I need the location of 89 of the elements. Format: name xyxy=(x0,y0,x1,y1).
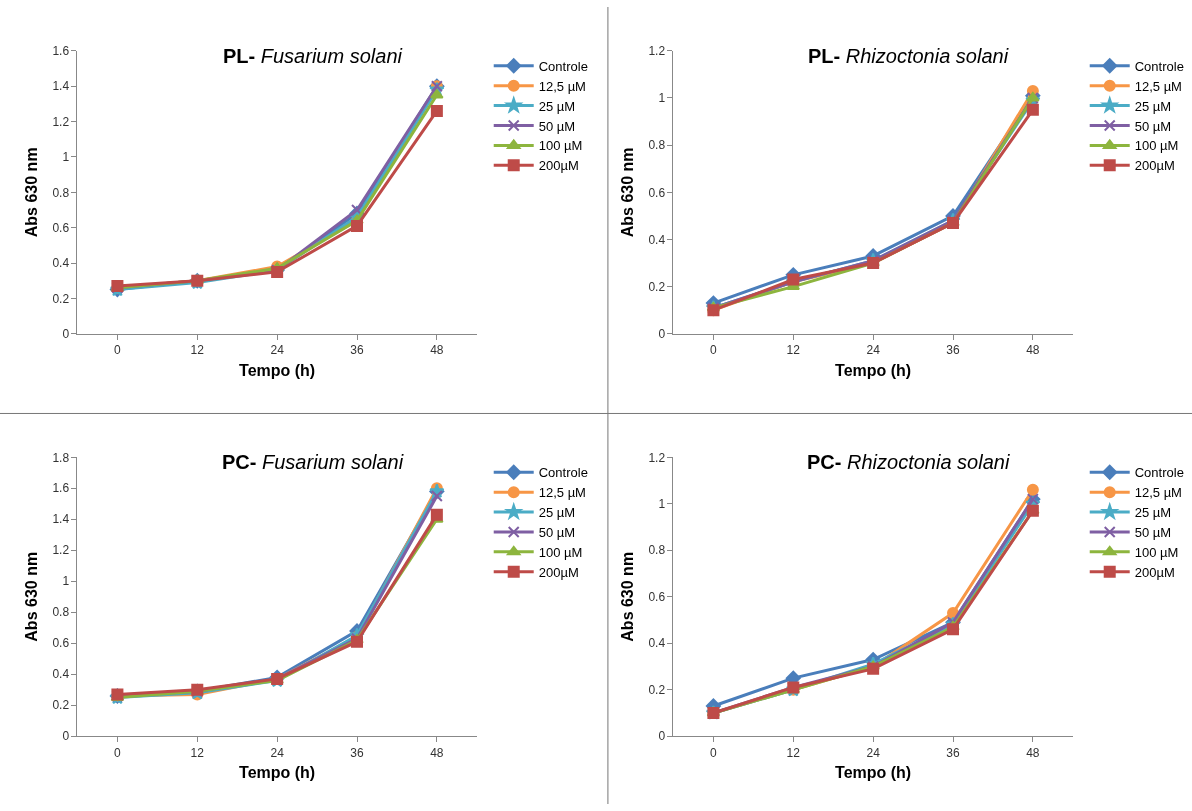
y-tick-label: 0.6 xyxy=(52,220,70,235)
y-tick-label: 1 xyxy=(658,497,666,511)
y-tick-label: 0.8 xyxy=(648,543,666,558)
y-tick-label: 1.6 xyxy=(52,481,70,496)
x-tick-label: 12 xyxy=(190,745,205,760)
y-tick-label: 0 xyxy=(62,729,70,744)
legend-label: Controle xyxy=(1134,465,1184,481)
y-axis-title: Abs 630 nm xyxy=(619,147,637,238)
x-tick-label: 24 xyxy=(270,745,285,760)
legend-label: 50 µM xyxy=(1134,118,1172,134)
x-tick-label: 0 xyxy=(710,745,718,760)
legend-label: 100 µM xyxy=(538,544,583,560)
x-tick-label: 24 xyxy=(866,745,881,760)
y-tick-label: 0.4 xyxy=(52,667,70,682)
y-tick-label: 0.8 xyxy=(52,185,70,200)
y-tick-label: 0.4 xyxy=(648,232,666,247)
x-tick-label: 0 xyxy=(114,745,122,760)
legend-label: Controle xyxy=(1134,58,1184,74)
x-tick-label: 0 xyxy=(710,343,718,358)
chart-title: PL- Rhizoctonia solani xyxy=(808,45,1009,67)
legend-label: 100 µM xyxy=(1134,544,1179,560)
y-tick-label: 1.2 xyxy=(648,44,666,59)
legend-label: 12,5 µM xyxy=(538,78,586,94)
x-tick-label: 48 xyxy=(1026,745,1040,760)
y-tick-label: 1.4 xyxy=(52,79,70,94)
y-tick-label: 0.6 xyxy=(52,636,70,651)
chart-title: PL- Fusarium solani xyxy=(223,45,403,67)
x-axis-title: Tempo (h) xyxy=(239,361,316,379)
y-tick-label: 0.6 xyxy=(648,589,666,604)
legend-label: 200µM xyxy=(538,158,579,174)
x-tick-label: 0 xyxy=(114,343,122,358)
x-tick-label: 48 xyxy=(1026,343,1040,358)
legend-label: 200µM xyxy=(1134,564,1175,580)
y-axis-title: Abs 630 nm xyxy=(619,551,637,642)
legend-label: 12,5 µM xyxy=(1134,78,1182,94)
y-tick-label: 1 xyxy=(62,150,70,165)
legend-label: 25 µM xyxy=(1134,505,1172,521)
y-tick-label: 1.8 xyxy=(52,450,70,465)
y-tick-label: 0.2 xyxy=(648,682,666,697)
legend-label: 50 µM xyxy=(1134,525,1172,541)
y-tick-label: 1 xyxy=(62,574,70,589)
y-tick-label: 0.2 xyxy=(52,698,70,713)
chart-title: PC- Fusarium solani xyxy=(222,451,404,473)
legend-label: Controle xyxy=(538,58,588,74)
legend-label: 200µM xyxy=(1134,158,1175,174)
x-tick-label: 48 xyxy=(430,343,444,358)
x-tick-label: 36 xyxy=(350,343,364,358)
x-tick-label: 48 xyxy=(430,745,444,760)
y-tick-label: 1.2 xyxy=(52,543,70,558)
legend-label: 200µM xyxy=(538,564,579,580)
x-tick-label: 24 xyxy=(866,343,881,358)
y-tick-label: 0.2 xyxy=(52,291,70,306)
legend-label: 12,5 µM xyxy=(1134,485,1182,501)
legend-label: 25 µM xyxy=(1134,98,1172,114)
x-tick-label: 36 xyxy=(946,745,960,760)
x-tick-label: 24 xyxy=(270,343,285,358)
y-axis-title: Abs 630 nm xyxy=(23,147,41,238)
x-tick-label: 12 xyxy=(190,343,205,358)
legend-label: 25 µM xyxy=(538,505,576,521)
y-tick-label: 0 xyxy=(62,326,70,341)
legend-label: 12,5 µM xyxy=(538,485,586,501)
legend-label: 50 µM xyxy=(538,118,576,134)
y-tick-label: 1 xyxy=(658,91,666,106)
y-tick-label: 0.2 xyxy=(648,279,666,294)
x-tick-label: 36 xyxy=(946,343,960,358)
x-tick-label: 12 xyxy=(786,745,801,760)
y-axis-title: Abs 630 nm xyxy=(23,551,41,642)
x-axis-title: Tempo (h) xyxy=(239,764,316,782)
x-axis-title: Tempo (h) xyxy=(835,361,912,379)
x-tick-label: 12 xyxy=(786,343,801,358)
y-tick-label: 0 xyxy=(658,326,666,341)
legend-label: Controle xyxy=(538,465,588,481)
y-tick-label: 1.2 xyxy=(52,114,70,129)
y-tick-label: 0.4 xyxy=(648,636,666,651)
legend-label: 25 µM xyxy=(538,98,576,114)
y-tick-label: 0 xyxy=(658,729,666,744)
y-tick-label: 0.4 xyxy=(52,256,70,271)
x-axis-title: Tempo (h) xyxy=(835,764,912,782)
y-tick-label: 1.6 xyxy=(52,44,70,59)
y-tick-label: 0.6 xyxy=(648,185,666,200)
y-tick-label: 0.8 xyxy=(648,138,666,153)
chart-title: PC- Rhizoctonia solani xyxy=(807,451,1010,473)
y-tick-label: 0.8 xyxy=(52,605,70,620)
legend-label: 50 µM xyxy=(538,525,576,541)
legend-label: 100 µM xyxy=(538,138,583,154)
y-tick-label: 1.2 xyxy=(648,450,666,465)
y-tick-label: 1.4 xyxy=(52,512,70,527)
x-tick-label: 36 xyxy=(350,745,364,760)
legend-label: 100 µM xyxy=(1134,138,1179,154)
